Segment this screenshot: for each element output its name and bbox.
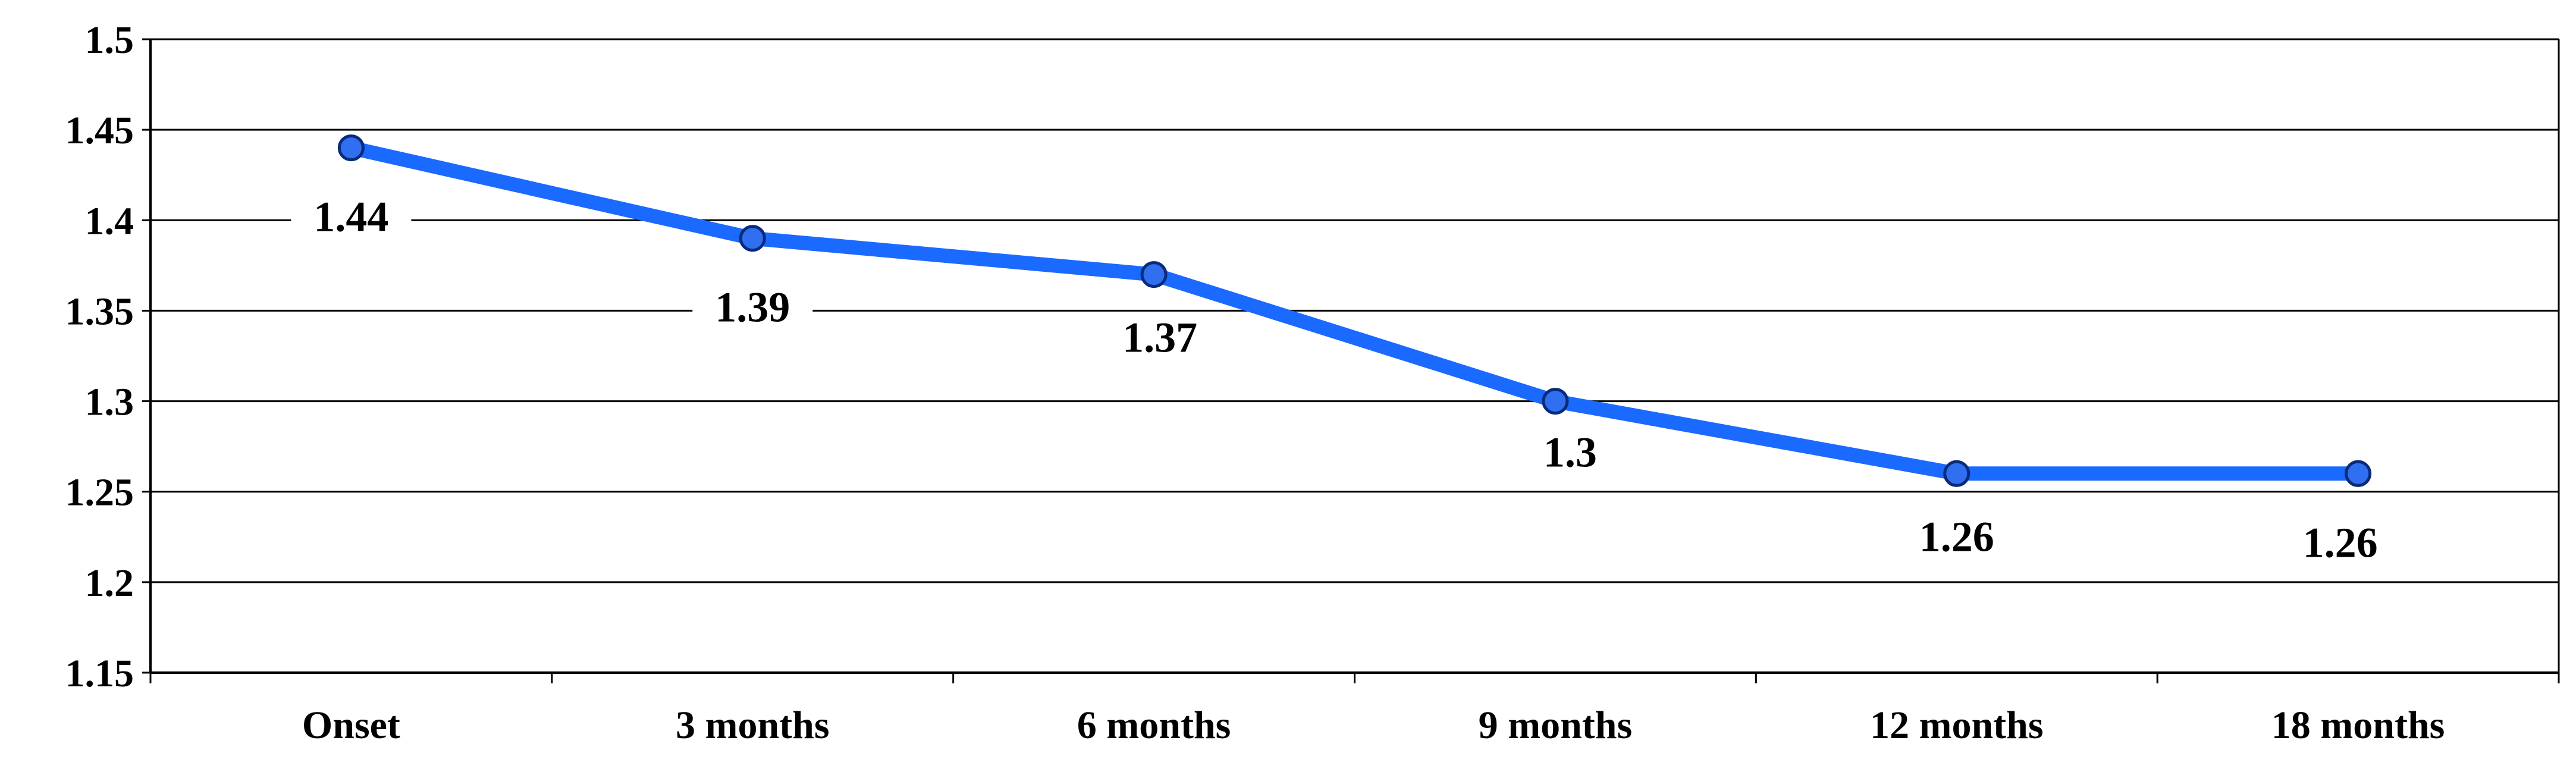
data-labels: 1.44 1.39 1.37 1.3 1.26 1.26 [291, 192, 2401, 568]
y-tick-label: 1.25 [65, 471, 134, 514]
data-point [1140, 261, 1168, 288]
data-label: 1.44 [313, 193, 388, 241]
x-tick-label: 18 months [2271, 704, 2445, 747]
data-label: 1.26 [2303, 519, 2378, 566]
data-points [337, 134, 2372, 487]
data-label-background [1100, 312, 1220, 363]
data-label-background [1896, 511, 2017, 562]
x-tick-label: 9 months [1479, 704, 1633, 747]
axes [142, 38, 2560, 683]
y-tick-label: 1.15 [65, 652, 134, 695]
x-tick-label: 3 months [676, 704, 830, 747]
series-line [349, 140, 2358, 481]
data-label-background [692, 282, 813, 332]
y-tick-label: 1.2 [85, 561, 134, 605]
data-label: 1.39 [715, 284, 790, 331]
data-label-background [291, 192, 412, 242]
x-tick-label: Onset [302, 704, 400, 747]
y-tick-label: 1.35 [65, 290, 134, 333]
data-point [337, 134, 365, 162]
data-point [1542, 388, 1569, 415]
data-label: 1.26 [1919, 513, 1994, 560]
y-tick-labels: 1.15 1.2 1.25 1.3 1.35 1.4 1.45 1.5 [65, 18, 134, 695]
data-label-background [2280, 517, 2401, 568]
data-point [2345, 460, 2372, 487]
gridlines [150, 38, 2559, 583]
data-label: 1.3 [1543, 429, 1597, 476]
data-label-background [1521, 427, 1619, 478]
y-tick-label: 1.45 [65, 109, 134, 152]
y-tick-label: 1.3 [85, 381, 134, 424]
data-point [739, 225, 766, 252]
x-tick-labels: Onset 3 months 6 months 9 months 12 months 18… [302, 704, 2445, 747]
y-tick-label: 1.4 [85, 199, 134, 243]
x-tick-label: 12 months [1870, 704, 2044, 747]
x-tick-label: 6 months [1077, 704, 1231, 747]
y-tick-label: 1.5 [85, 18, 134, 62]
data-point [1943, 460, 1971, 487]
data-label: 1.37 [1122, 314, 1197, 362]
series-line-group [349, 140, 2358, 481]
